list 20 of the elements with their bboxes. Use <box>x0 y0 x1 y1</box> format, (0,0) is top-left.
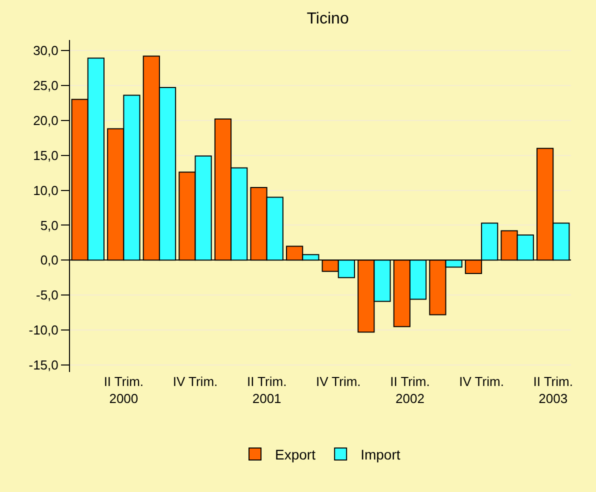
chart-title: Ticino <box>306 10 349 28</box>
x-tick-label: IV Trim. <box>459 374 504 389</box>
y-tick-label: 10,0 <box>33 182 58 198</box>
y-tick-label: 15,0 <box>33 148 58 163</box>
x-tick-label: IV Trim. <box>172 374 218 389</box>
x-tick-label: II Trim. 2001 <box>246 374 287 406</box>
y-tick-label: -5,0 <box>36 288 58 303</box>
x-tick-label: II Trim. 2003 <box>533 374 573 406</box>
y-tick-label: -10,0 <box>28 322 58 338</box>
legend-label: Import <box>360 446 400 462</box>
y-tick-label: 25,0 <box>33 78 58 93</box>
y-tick-label: 5,0 <box>40 218 58 233</box>
y-tick-label: 30,0 <box>33 43 58 58</box>
y-tick-label: -15,0 <box>28 358 58 373</box>
y-tick-label: 0,0 <box>40 252 58 268</box>
x-tick-label: IV Trim. <box>316 374 361 389</box>
y-tick-label: 20,0 <box>33 112 58 128</box>
x-tick-label: II Trim. 2000 <box>104 374 144 406</box>
x-tick-label: II Trim. 2002 <box>390 374 430 406</box>
legend-label: Export <box>275 446 316 462</box>
